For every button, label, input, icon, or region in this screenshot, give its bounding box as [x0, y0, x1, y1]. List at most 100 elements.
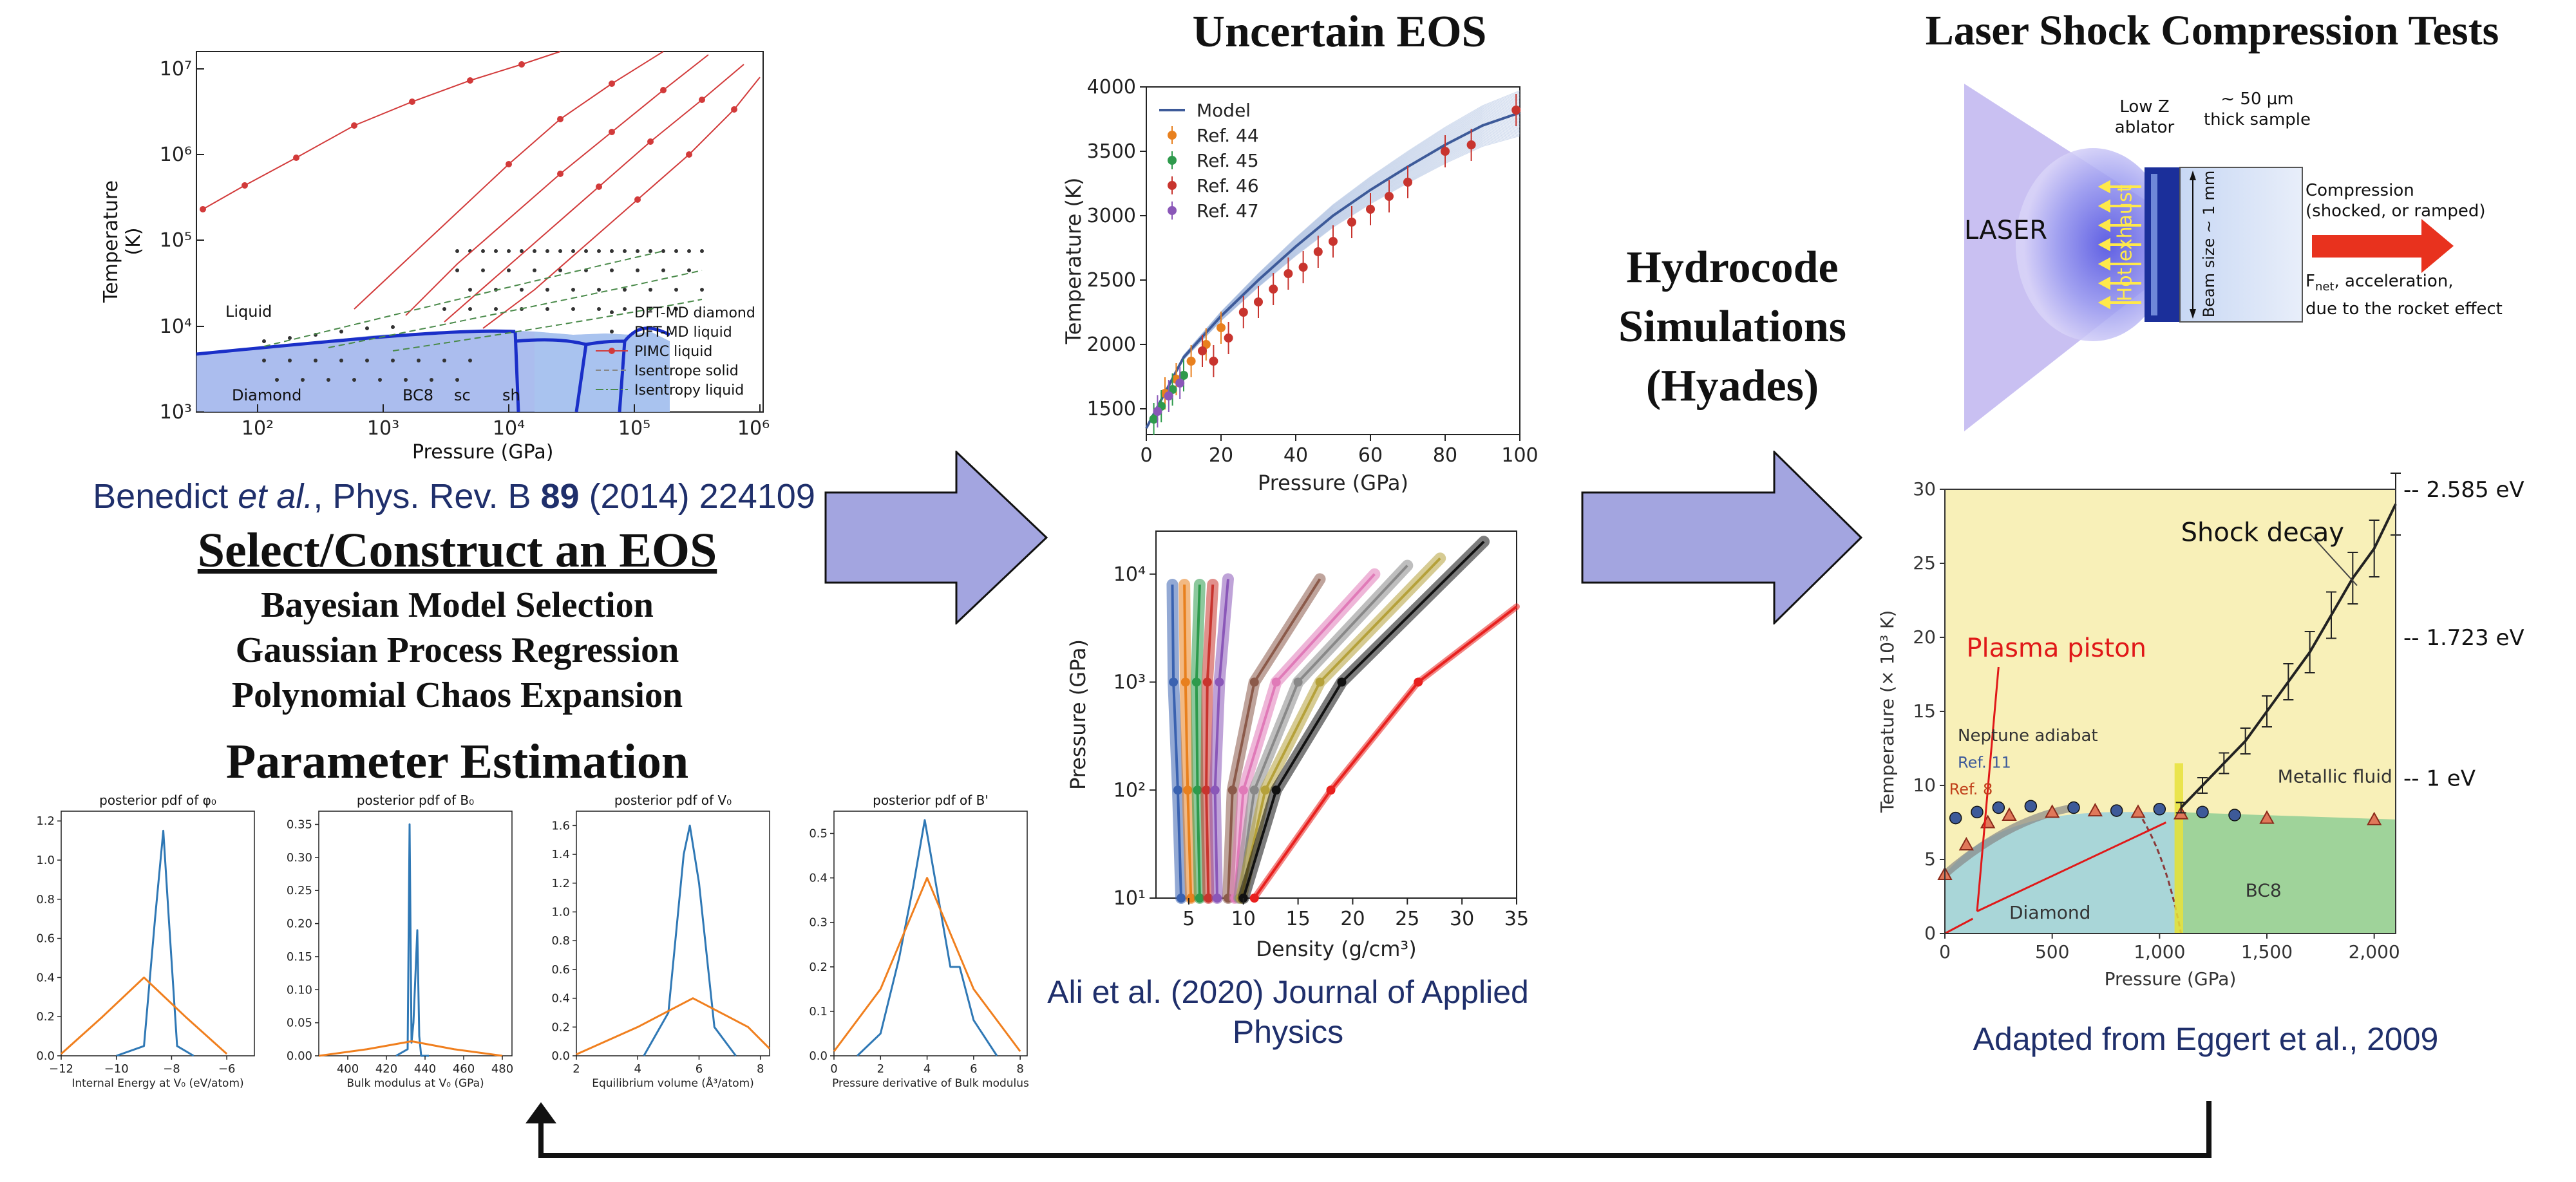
- posterior-x-tick: 440: [414, 1062, 436, 1076]
- ref8-point: [2366, 811, 2382, 825]
- posterior-y-tick: 1.6: [551, 819, 570, 832]
- posterior-y-tick: 0.6: [36, 932, 55, 946]
- posterior-xlabel: Internal Energy at V₀ (eV/atom): [71, 1077, 243, 1090]
- eos-data-point: [1283, 269, 1293, 278]
- phase-x-tick-3: 10⁵: [618, 417, 650, 438]
- posterior-y-tick: 0.4: [809, 872, 828, 885]
- posterior-x-tick: −8: [163, 1062, 180, 1076]
- density-point: [1193, 785, 1202, 795]
- posterior-y-tick: 0.4: [551, 992, 570, 1006]
- density-y-tick: 10⁴: [1113, 563, 1146, 586]
- eos-ensemble-line: [1146, 97, 1520, 429]
- phase-x-tick-0: 10²: [242, 417, 274, 438]
- density-x-tick: 25: [1395, 908, 1419, 930]
- posterior-xlabel: Equilibrium volume (Å³/atom): [592, 1076, 754, 1090]
- posterior-y-tick: 0.0: [809, 1049, 828, 1063]
- posterior-line-orange: [318, 1040, 503, 1057]
- thickness-line2: thick sample: [2203, 110, 2311, 129]
- density-x-tick: 10: [1231, 908, 1256, 930]
- eos-t-legend-entry: Ref. 44: [1197, 125, 1259, 146]
- low-z-label: Low Z ablator: [2106, 97, 2183, 138]
- posterior-x-tick: 400: [337, 1062, 359, 1076]
- eggert-y-tick: 10: [1913, 774, 1936, 796]
- posterior-x-tick: 6: [970, 1062, 977, 1076]
- density-chart: 5 10 15 20 25 30 35 10¹ 10² 10³ 10⁴ Density (g/cm³)…: [1056, 515, 1546, 966]
- phase-y-tick-2: 10⁵: [160, 229, 192, 252]
- ann-ref11: Ref. 11: [1958, 753, 2011, 771]
- eos-data-point: [1511, 106, 1521, 115]
- laser-schematic: LASER Low Z ablator ~ 50 µm thick sample…: [1958, 77, 2524, 438]
- method-bayesian: Bayesian Model Selection: [261, 585, 654, 625]
- region-liquid: Liquid: [225, 303, 272, 321]
- eos-ensemble-line: [1146, 98, 1520, 429]
- posterior-y-tick: 0.0: [36, 1049, 55, 1063]
- eos-data-point: [1329, 237, 1338, 246]
- ref11-point: [1949, 811, 1962, 825]
- density-ylabel: Pressure (GPa): [1066, 639, 1090, 790]
- posterior-x-tick: 420: [375, 1062, 397, 1076]
- eos-t-legend-entry: Ref. 47: [1197, 200, 1259, 221]
- eos-t-y-tick: 2500: [1087, 269, 1136, 292]
- eos-ensemble-line: [1146, 126, 1520, 429]
- density-point: [1202, 785, 1211, 795]
- posterior-x-tick: 2: [877, 1062, 884, 1076]
- eggert-x-tick: 1,500: [2241, 941, 2293, 962]
- eos-data-point: [1238, 308, 1248, 317]
- posterior-x-tick: 2: [573, 1062, 580, 1076]
- laser-title: Laser Shock Compression Tests: [1925, 7, 2499, 54]
- low-z-line2: ablator: [2114, 118, 2175, 137]
- density-xlabel: Density (g/cm³): [1256, 937, 1416, 961]
- posterior-x-tick: 8: [757, 1062, 764, 1076]
- eos-data-point: [1403, 178, 1412, 187]
- legend-dft-diamond: DFT-MD diamond: [634, 305, 755, 321]
- density-point: [1326, 785, 1336, 795]
- eos-t-y-tick: 1500: [1087, 398, 1136, 420]
- ann-bc8: BC8: [2246, 880, 2282, 901]
- eos-data-point: [1198, 346, 1207, 355]
- eggert-xlabel: Pressure (GPa): [2105, 968, 2237, 990]
- posterior-y-tick: 1.0: [551, 905, 570, 919]
- ev-label: -- 1 eV: [2403, 766, 2476, 792]
- posterior-y-tick: 0.2: [36, 1010, 55, 1024]
- posterior-y-tick: 0.4: [36, 971, 55, 984]
- posterior-y-tick: 0.2: [809, 961, 828, 974]
- phase-x-tick-1: 10³: [367, 417, 399, 438]
- density-point: [1215, 677, 1224, 687]
- density-point: [1271, 677, 1281, 687]
- density-line-red: [1205, 584, 1215, 899]
- eos-t-ylabel: Temperature (K): [1061, 178, 1086, 345]
- legend-dft-liquid: DFT-MD liquid: [634, 324, 732, 341]
- eos-data-point: [1298, 263, 1308, 272]
- density-x-tick: 35: [1504, 908, 1529, 930]
- ref8-point: [2259, 810, 2275, 824]
- density-point: [1293, 677, 1303, 687]
- eos-model-line: [1145, 111, 1520, 429]
- eos-ensemble-line: [1146, 100, 1520, 429]
- ann-plasma-piston: Plasma piston: [1966, 633, 2146, 663]
- posterior-title: posterior pdf of B₀: [357, 793, 474, 808]
- eos-data-point: [1269, 285, 1278, 294]
- eos-data-point: [1441, 147, 1450, 156]
- fnet-label: Fnet, acceleration, due to the rocket ef…: [2306, 270, 2503, 320]
- ref11-point: [2153, 803, 2166, 816]
- posterior-y-tick: 0.05: [287, 1017, 312, 1030]
- posterior-y-tick: 1.2: [36, 814, 55, 828]
- laser-label: LASER: [1964, 216, 2048, 245]
- posterior-y-tick: 0.20: [287, 917, 312, 931]
- eos-ensemble-line: [1146, 92, 1520, 429]
- eos-data-point: [1179, 371, 1188, 380]
- posterior-svg: posterior pdf of φ₀ −12 −10 −8 −6 0.0 0.2 0.4 0.…: [36, 793, 1029, 1090]
- ali-citation: Ali et al. (2020) Journal of Applied Phy…: [1005, 972, 1571, 1052]
- citation-journal: , Phys. Rev. B: [313, 477, 541, 516]
- isentropes: [263, 250, 703, 352]
- select-eos-title: Select/Construct an EOS: [197, 523, 717, 577]
- posterior-line-blue: [643, 824, 737, 1056]
- posterior-line-blue: [395, 823, 429, 1057]
- density-point: [1315, 677, 1325, 687]
- eos-t-y-tick: 2000: [1087, 333, 1136, 356]
- eos-data-point: [1466, 140, 1476, 149]
- eos-t-legend-entry: Ref. 46: [1197, 175, 1259, 196]
- posterior-y-tick: 0.8: [551, 934, 570, 948]
- density-point: [1177, 894, 1186, 903]
